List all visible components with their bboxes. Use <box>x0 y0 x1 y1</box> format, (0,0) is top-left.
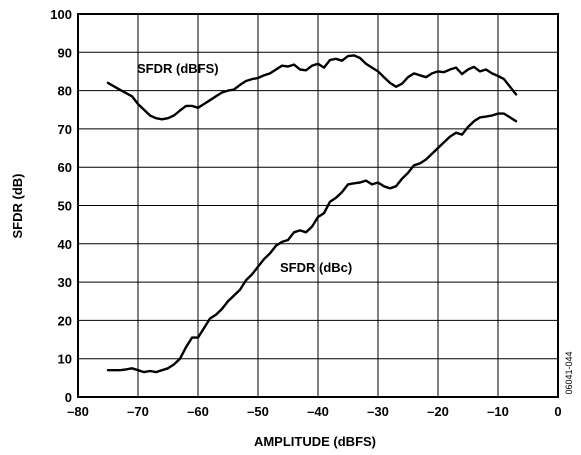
y-tick-label: 30 <box>58 275 72 290</box>
series-line-sfdr-dbfs <box>106 54 518 121</box>
x-tick-label: –80 <box>67 404 89 419</box>
y-tick-label: 50 <box>58 199 72 214</box>
series-lines <box>106 54 518 374</box>
x-tick-label: –20 <box>427 404 449 419</box>
plot-frame <box>77 13 559 398</box>
y-tick-label: 90 <box>58 45 72 60</box>
x-tick-label: –70 <box>127 404 149 419</box>
y-tick-label: 10 <box>58 352 72 367</box>
tick-labels: –80 –70 –60 –50 –40 –30 –20 –10 0 0 10 20 30 40 50 60 70… <box>50 7 561 419</box>
y-tick-label: 100 <box>50 7 72 22</box>
y-tick-label: 80 <box>58 84 72 99</box>
x-tick-label: –60 <box>187 404 209 419</box>
figure-code: 06041-044 <box>564 351 574 394</box>
x-tick-label: 0 <box>554 404 561 419</box>
y-axis-title: SFDR (dB) <box>10 174 25 239</box>
x-tick-label: –50 <box>247 404 269 419</box>
y-tick-label: 0 <box>65 390 72 405</box>
x-axis-title: AMPLITUDE (dBFS) <box>254 434 376 449</box>
x-tick-label: –30 <box>367 404 389 419</box>
x-tick-label: –40 <box>307 404 329 419</box>
x-tick-label: –10 <box>487 404 509 419</box>
series-label-sfdr-dbc: SFDR (dBc) <box>280 260 352 275</box>
grid-lines <box>78 14 558 397</box>
series-line-sfdr-dbc <box>106 112 518 374</box>
y-tick-label: 70 <box>58 122 72 137</box>
y-tick-label: 20 <box>58 313 72 328</box>
y-tick-label: 60 <box>58 160 72 175</box>
y-tick-label: 40 <box>58 237 72 252</box>
series-label-sfdr-dbfs: SFDR (dBFS) <box>137 61 219 76</box>
